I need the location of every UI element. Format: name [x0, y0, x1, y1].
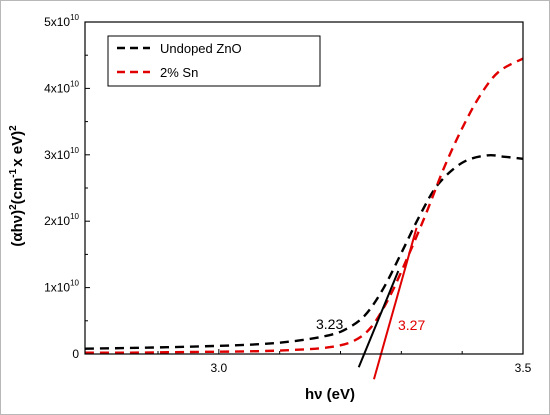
- y-axis-title: (αhν)2(cm-1x eV)2: [8, 125, 26, 247]
- fit-lines-layer: [357, 227, 418, 380]
- x-axis-title-base: hν: [305, 386, 323, 403]
- y-tick-label: 2x1010: [44, 212, 79, 228]
- series-line-0: [84, 153, 524, 350]
- plot-area-border: [84, 21, 524, 355]
- x-tick-label: 3.0: [210, 361, 227, 375]
- y-tick-label: 5x1010: [44, 13, 79, 29]
- y-tick-label: 0: [72, 347, 79, 361]
- annotation-fit-undoped: 3.23: [316, 316, 343, 332]
- legend-box: [107, 35, 321, 87]
- y-title-part-3: x eV): [9, 131, 26, 167]
- y-tick-label: 4x1010: [44, 79, 79, 95]
- y-title-sup-3: 2: [8, 125, 19, 131]
- fit-line-0: [357, 270, 400, 368]
- x-axis-title-unit: (eV): [323, 386, 356, 403]
- y-title-part-2: (cm: [9, 178, 26, 205]
- annotation-fit-sn: 3.27: [398, 317, 425, 333]
- y-tick-label: 1x1010: [44, 279, 79, 295]
- legend: Undoped ZnO 2% Sn: [107, 35, 321, 87]
- legend-label-undoped-zno: Undoped ZnO: [160, 41, 242, 56]
- x-tick-label: 3.5: [515, 361, 532, 375]
- legend-label-2pct-sn: 2% Sn: [160, 65, 198, 80]
- y-title-sup-2: -1: [8, 168, 19, 177]
- ticks-layer: 0 1x1010 2x1010 3x1010 4x1010 5x1010 3.0 3.5: [44, 13, 532, 375]
- series-line-1: [84, 57, 524, 354]
- series-layer: [84, 57, 524, 354]
- fit-line-1: [372, 227, 418, 380]
- y-title-part-1: (αhν): [9, 210, 26, 247]
- x-axis-title: hν (eV): [305, 386, 355, 403]
- y-title-sup-1: 2: [8, 204, 19, 210]
- y-tick-label: 3x1010: [44, 146, 79, 162]
